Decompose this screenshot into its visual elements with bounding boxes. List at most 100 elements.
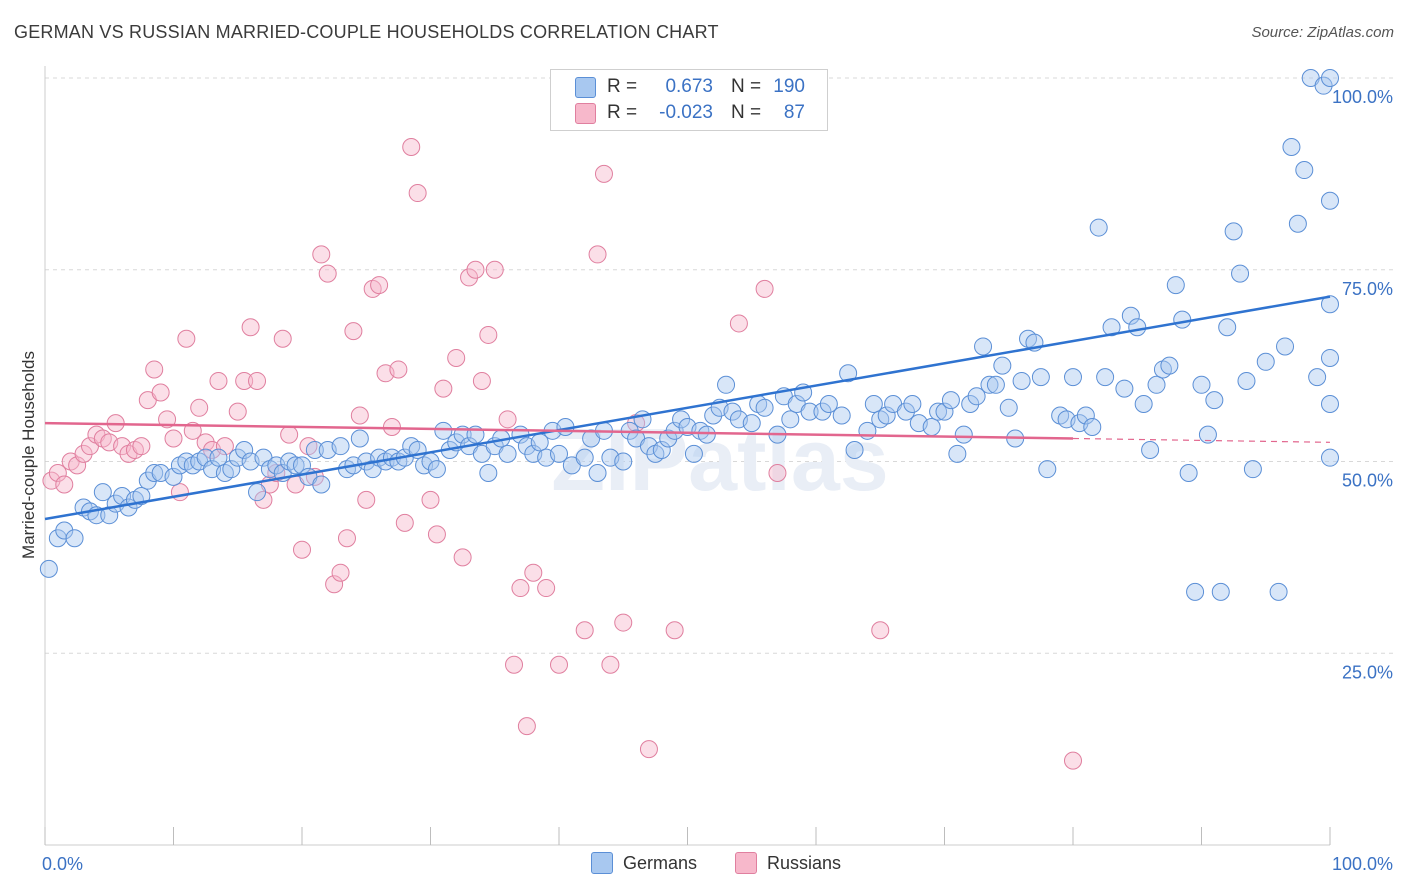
x-tick-label: 0.0% [42, 854, 83, 874]
german-point [498, 444, 517, 463]
german-point [1243, 460, 1262, 479]
gridlines [45, 77, 1395, 654]
x-tick-label: 100.0% [1332, 854, 1393, 874]
russian-point [434, 379, 453, 398]
russian-point [190, 398, 209, 417]
russian-point [68, 456, 87, 475]
russian-point [158, 410, 177, 429]
german-point [800, 402, 819, 421]
russian-point [325, 575, 344, 594]
russian-point [248, 371, 267, 390]
german-point [1321, 295, 1339, 314]
german-point [974, 337, 993, 356]
russian-point [537, 579, 556, 598]
german-point [1179, 464, 1198, 483]
russian-point [170, 483, 189, 502]
german-point [1288, 214, 1307, 233]
german-point [1083, 417, 1102, 436]
russian-point [729, 314, 748, 333]
russian-point [479, 325, 498, 344]
german-point [1089, 218, 1108, 237]
russian-point [241, 318, 260, 337]
german-point [1096, 368, 1115, 387]
russian-point [177, 329, 196, 348]
german-point [312, 475, 331, 494]
german-point [132, 487, 151, 506]
german-point [1231, 264, 1250, 283]
russian-trendline-extension [1072, 437, 1331, 443]
russian-point [151, 383, 170, 402]
russian-point [74, 444, 93, 463]
german-point [1321, 394, 1339, 413]
legend-n-label: N = [731, 102, 762, 123]
russian-point [254, 490, 273, 509]
legend-row-german: R = 0.673 N = 190 [575, 75, 805, 99]
russian-point [55, 475, 74, 494]
german-point [1218, 318, 1237, 337]
russian-point [164, 429, 183, 448]
german-point [1211, 582, 1230, 601]
german-point [980, 375, 999, 394]
german-point [1276, 337, 1295, 356]
russian-point [768, 464, 787, 483]
german-point [55, 521, 74, 540]
chart-title: GERMAN VS RUSSIAN MARRIED-COUPLE HOUSEHO… [14, 22, 719, 42]
german-point [235, 440, 254, 459]
russian-point [132, 437, 151, 456]
russian-point [1064, 751, 1082, 770]
german-point [1224, 222, 1243, 241]
german-trendline [44, 295, 1331, 521]
german-point [999, 398, 1018, 417]
y-tick-label: 100.0% [1332, 87, 1393, 107]
german-point [93, 483, 112, 502]
german-point [145, 464, 164, 483]
german-point [588, 464, 607, 483]
german-point [941, 391, 960, 410]
german-point [697, 425, 716, 444]
russian-point [337, 529, 356, 548]
german-point [986, 375, 1005, 394]
tick-labels: 25.0% 50.0% 75.0% 100.0% 0.0% 100.0% [42, 87, 1393, 874]
german-point [993, 356, 1012, 375]
german-point [350, 429, 369, 448]
german-point [967, 387, 986, 406]
axes [44, 66, 1331, 846]
german-point [479, 464, 498, 483]
russian-point [48, 464, 67, 483]
russian-point [427, 525, 446, 544]
russian-point [588, 245, 607, 264]
german-point [1147, 375, 1166, 394]
german-point [1166, 276, 1185, 295]
russian-point [594, 164, 613, 183]
russian-point [357, 490, 376, 509]
russian-point [453, 548, 472, 567]
russian-point [370, 276, 389, 295]
russian-trendline [44, 421, 1074, 440]
german-point [550, 444, 568, 463]
german-point [164, 467, 183, 486]
german-point [1282, 138, 1301, 157]
russian-point [575, 621, 594, 640]
russian-swatch [735, 852, 757, 874]
german-point [434, 421, 453, 440]
german-point [742, 414, 761, 433]
russian-point [273, 329, 292, 348]
russian-point [215, 437, 234, 456]
german-point [65, 529, 84, 548]
russian-points [42, 69, 1082, 770]
trendlines [44, 295, 1331, 521]
german-swatch [575, 76, 596, 98]
russian-point [395, 513, 414, 532]
russian-point [505, 655, 524, 674]
russian-point [485, 260, 504, 279]
german-point [1076, 406, 1095, 425]
german-point [286, 456, 305, 475]
russian-point [235, 371, 254, 390]
bottom-legend-russian: Russians [735, 852, 841, 874]
legend-r-label: R = [607, 76, 638, 97]
german-point [755, 398, 774, 417]
legend-n-label: N = [731, 76, 762, 97]
german-point [1115, 379, 1134, 398]
german-point [209, 448, 228, 467]
russian-swatch [575, 102, 596, 124]
